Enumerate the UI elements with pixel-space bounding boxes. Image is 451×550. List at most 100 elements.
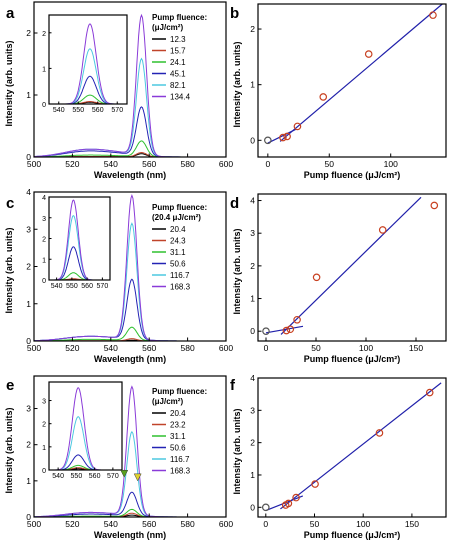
x-tick-label: 570 <box>97 283 109 290</box>
x-tick-label: 540 <box>53 107 65 114</box>
fit-line <box>265 495 304 512</box>
legend-label: 20.4 <box>170 225 186 234</box>
x-axis-title: Wavelength (nm) <box>94 170 166 180</box>
y-tick-label: 1 <box>26 299 31 309</box>
legend-label: 82.1 <box>170 81 186 90</box>
x-tick-label: 50 <box>325 159 335 169</box>
x-tick-label: 560 <box>142 159 156 169</box>
plot-frame <box>257 377 447 518</box>
x-tick-label: 520 <box>65 159 79 169</box>
data-point <box>286 325 295 334</box>
legend-label: 168.3 <box>170 283 191 292</box>
legend-label: 50.6 <box>170 444 186 453</box>
y-tick-label: 0 <box>42 278 46 285</box>
x-tick-label: 500 <box>27 343 41 353</box>
legend-label: 24.1 <box>170 58 186 67</box>
inset-background <box>49 382 122 470</box>
inset-frame <box>48 14 128 105</box>
legend-title-unit: (μJ/cm²) <box>152 23 183 32</box>
x-tick-label: 600 <box>219 343 233 353</box>
y-tick-label: 2 <box>42 31 46 38</box>
panel-letter-e: e <box>6 377 14 394</box>
x-tick-label: 560 <box>89 473 101 480</box>
legend-title-unit: (20.4 μJ/cm²) <box>152 213 201 222</box>
legend-title: Pump fluence: <box>152 387 207 396</box>
plot-frame <box>33 375 227 518</box>
y-tick-label: 0 <box>250 502 255 512</box>
legend-label: 31.1 <box>170 248 186 257</box>
x-axis-title: Pump fluence (μJ/cm²) <box>304 530 401 540</box>
y-tick-label: 2 <box>250 438 255 448</box>
x-tick-label: 600 <box>219 519 233 529</box>
panel-letter-b: b <box>230 5 239 22</box>
legend-label: 12.3 <box>170 35 186 44</box>
data-point <box>262 327 270 336</box>
plot-frame <box>257 193 447 342</box>
panel-letter-f: f <box>230 377 236 394</box>
data-point <box>279 133 287 142</box>
data-point <box>312 273 321 282</box>
x-tick-label: 0 <box>264 343 269 353</box>
y-tick-label: 2 <box>250 261 255 271</box>
y-tick-label: 3 <box>250 228 255 238</box>
x-tick-label: 580 <box>181 519 195 529</box>
x-tick-label: 580 <box>181 159 195 169</box>
data-point <box>378 226 387 234</box>
y-tick-label: 4 <box>250 196 255 206</box>
y-tick-label: 2 <box>26 262 31 272</box>
legend-label: 134.4 <box>170 93 191 102</box>
x-tick-label: 520 <box>65 519 79 529</box>
y-tick-label: 4 <box>26 187 31 197</box>
legend-label: 31.1 <box>170 432 186 441</box>
data-point <box>282 326 291 335</box>
legend-title: Pump fluence: <box>152 13 207 22</box>
y-tick-label: 1 <box>250 470 255 480</box>
y-tick-label: 3 <box>250 405 255 415</box>
y-axis-title: Intensity (arb. units) <box>232 228 242 314</box>
x-tick-label: 540 <box>104 519 118 529</box>
y-axis-title: Intensity (arb. units) <box>4 227 14 313</box>
data-point <box>284 499 293 508</box>
panel-letter-a: a <box>6 5 15 22</box>
y-tick-label: 2 <box>250 24 255 34</box>
x-tick-label: 600 <box>219 159 233 169</box>
y-tick-label: 4 <box>250 373 255 383</box>
y-tick-label: 3 <box>26 404 31 414</box>
legend-label: 15.7 <box>170 47 186 56</box>
x-tick-label: 540 <box>51 283 63 290</box>
x-tick-label: 560 <box>142 343 156 353</box>
data-point <box>364 50 373 58</box>
fit-line <box>265 325 304 334</box>
x-tick-label: 100 <box>384 159 398 169</box>
spectrum-line <box>34 106 226 158</box>
data-point <box>261 503 270 512</box>
y-tick-label: 4 <box>42 195 46 202</box>
legend-label: 45.1 <box>170 70 186 79</box>
x-tick-label: 540 <box>104 343 118 353</box>
data-point <box>293 315 301 324</box>
y-tick-label: 0 <box>42 468 46 475</box>
y-tick-label: 3 <box>42 399 46 406</box>
spectrum-line <box>34 278 226 342</box>
y-tick-label: 2 <box>26 28 31 38</box>
fit-line <box>280 196 422 335</box>
x-axis-title: Pump fluence (μJ/cm²) <box>304 354 401 364</box>
y-tick-label: 0 <box>26 152 31 162</box>
data-point <box>430 201 439 210</box>
y-axis-title: Intensity (arb. units) <box>4 407 14 493</box>
data-point <box>311 480 319 488</box>
x-tick-label: 100 <box>359 343 373 353</box>
panel-letter-d: d <box>230 195 239 212</box>
fit-line <box>280 382 442 510</box>
x-tick-label: 570 <box>111 107 123 114</box>
inset-frame <box>48 381 123 471</box>
x-tick-label: 550 <box>71 473 83 480</box>
x-tick-label: 100 <box>356 519 370 529</box>
x-axis-title: Wavelength (nm) <box>94 354 166 364</box>
x-tick-label: 150 <box>409 343 423 353</box>
x-tick-label: 50 <box>311 343 321 353</box>
y-tick-label: 1 <box>26 476 31 486</box>
y-tick-label: 0 <box>26 512 31 522</box>
data-point <box>292 493 300 502</box>
y-tick-label: 0 <box>26 336 31 346</box>
